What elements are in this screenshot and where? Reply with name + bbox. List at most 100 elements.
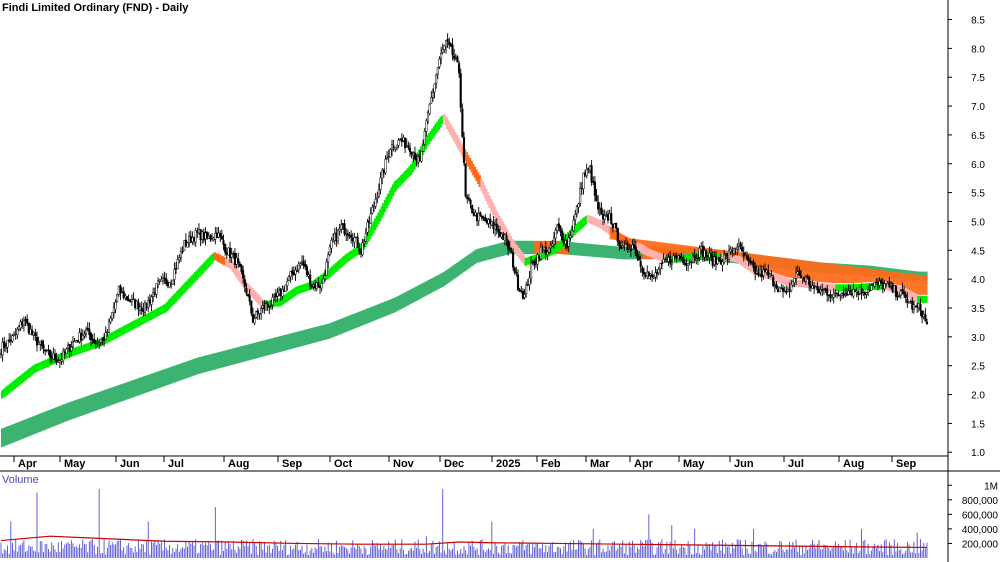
candle-body	[536, 254, 539, 265]
fast-ribbon-segment	[913, 293, 917, 302]
slow-ribbon-segment	[117, 385, 120, 403]
candle-body	[613, 223, 616, 228]
fast-ribbon-segment	[202, 263, 205, 274]
slow-ribbon-segment	[234, 347, 238, 364]
candle-body	[817, 289, 821, 293]
candle-body	[868, 289, 871, 292]
fast-ribbon-segment	[333, 264, 336, 274]
candle-body	[274, 293, 277, 298]
fast-ribbon-segment	[838, 284, 841, 292]
candle-body	[158, 279, 161, 282]
fast-ribbon-segment	[261, 298, 264, 308]
fast-ribbon-segment	[601, 221, 604, 230]
fast-ribbon-segment	[444, 115, 447, 126]
slow-ribbon-segment	[585, 243, 588, 257]
slow-ribbon-segment	[578, 242, 581, 256]
candle-body	[849, 290, 852, 293]
fast-ribbon-segment	[779, 275, 782, 284]
candle-body	[760, 270, 763, 278]
fast-ribbon-segment	[923, 295, 926, 303]
candle-body	[458, 63, 461, 74]
candle-body	[867, 289, 870, 293]
candle-body	[888, 281, 891, 288]
long-term-ribbon-segment	[612, 236, 616, 240]
fast-ribbon-segment	[663, 254, 666, 263]
fast-ribbon-segment	[122, 326, 125, 335]
fast-ribbon-segment	[789, 278, 792, 286]
candle-body	[708, 253, 711, 259]
candle-body	[821, 289, 824, 291]
slow-ribbon-segment	[374, 305, 377, 321]
price-tick-label: 5.5	[971, 189, 985, 200]
candle-body	[255, 311, 258, 318]
candle-body	[669, 255, 672, 264]
candle-body	[639, 260, 642, 267]
candle-body	[765, 269, 768, 273]
fast-ribbon-segment	[370, 224, 373, 236]
slow-ribbon-segment	[465, 256, 468, 270]
candle-body	[130, 298, 133, 302]
long-term-ribbon-segment	[868, 268, 871, 283]
fast-ribbon-segment	[184, 282, 187, 293]
long-term-ribbon-segment	[905, 273, 908, 289]
fast-ribbon-segment	[53, 355, 56, 364]
fast-ribbon-segment	[5, 386, 9, 396]
fast-ribbon-segment	[436, 121, 439, 133]
slow-ribbon-segment	[426, 280, 429, 295]
fast-ribbon-segment	[796, 279, 799, 287]
fast-ribbon-segment	[162, 304, 166, 314]
fast-ribbon-segment	[738, 255, 742, 265]
fast-ribbon-segment	[390, 187, 393, 200]
long-term-ribbon-segment	[668, 243, 671, 255]
slow-ribbon-segment	[266, 339, 269, 356]
fast-ribbon-segment	[712, 252, 715, 260]
candle-body	[139, 306, 142, 311]
candle-body	[786, 289, 789, 292]
fast-ribbon-segment	[177, 289, 180, 299]
fast-ribbon-segment	[588, 215, 591, 223]
slow-ribbon-segment	[341, 318, 344, 334]
fast-ribbon-segment	[593, 217, 596, 226]
fast-ribbon-segment	[20, 374, 23, 384]
long-term-ribbon-segment	[758, 254, 761, 268]
candle-body	[129, 299, 132, 303]
slow-ribbon-segment	[252, 343, 256, 359]
slow-ribbon-segment	[161, 369, 164, 387]
long-term-ribbon-segment	[666, 243, 670, 255]
slow-ribbon-segment	[208, 354, 212, 371]
fast-ribbon-segment	[655, 251, 658, 260]
candle-body	[137, 301, 140, 310]
candle-body	[330, 240, 333, 249]
candle-body	[178, 257, 181, 261]
candle-body	[248, 295, 251, 302]
fast-ribbon-segment	[388, 190, 391, 203]
candle-body	[714, 255, 718, 265]
candle-body	[49, 350, 52, 358]
candle-body	[256, 310, 259, 314]
fast-ribbon-segment	[877, 282, 881, 290]
time-tick-label: Aug	[843, 458, 864, 470]
slow-ribbon-segment	[632, 247, 635, 260]
candle-body	[512, 252, 515, 268]
long-term-ribbon-segment	[863, 267, 866, 283]
fast-ribbon-segment	[126, 323, 130, 333]
slow-ribbon-segment	[174, 365, 177, 383]
candle-body	[494, 225, 497, 230]
fast-ribbon-segment	[380, 206, 383, 219]
slow-ribbon-segment	[81, 397, 84, 416]
fast-ribbon-segment	[320, 274, 323, 284]
candle-body	[773, 285, 776, 288]
price-tick-label: 6.0	[971, 160, 985, 171]
fast-ribbon-segment	[468, 158, 472, 170]
candle-body	[233, 252, 237, 265]
candle-body	[197, 229, 201, 234]
candle-body	[88, 328, 91, 336]
slow-ribbon-segment	[288, 333, 292, 350]
slow-ribbon-segment	[187, 360, 190, 378]
fast-ribbon-segment	[861, 283, 864, 291]
candle-body	[343, 223, 346, 235]
slow-ribbon-segment	[364, 309, 367, 325]
fast-ribbon-segment	[827, 283, 830, 291]
candle-body	[554, 229, 557, 239]
fast-ribbon-segment	[130, 322, 133, 331]
